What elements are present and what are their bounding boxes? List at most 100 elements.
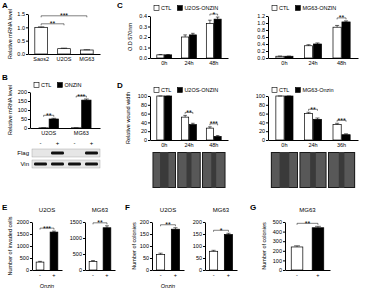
wound-cells-left <box>300 153 310 187</box>
tick-label: 1.2 <box>257 13 265 19</box>
y-axis: 0.00.10.20.30.4 <box>139 13 150 61</box>
tick-label: MG63 <box>79 56 94 62</box>
tick-label: 0h <box>161 142 167 148</box>
bar <box>182 37 189 58</box>
y-tick: 0.1 <box>139 45 150 51</box>
bar <box>189 35 196 58</box>
x-axis-line <box>33 270 63 271</box>
tick-label: 0.8 <box>257 27 265 33</box>
error-bar <box>216 135 220 137</box>
significance-label: *** <box>60 12 68 19</box>
error-bar <box>306 45 310 46</box>
tick-label: 0 <box>26 267 29 273</box>
tick-mark <box>266 122 268 123</box>
tick-label: 20 <box>141 128 147 134</box>
tick-label: 48h <box>209 60 218 66</box>
bar <box>36 262 44 270</box>
error-bar <box>166 54 170 55</box>
error-bar <box>173 228 177 229</box>
tick-label: 500 <box>273 219 282 225</box>
y-axis-title: O.D 570nm <box>127 23 133 52</box>
tick-mark <box>148 27 150 28</box>
legend-label: MG63-ONZIN <box>302 5 336 11</box>
tick-label: 100 <box>18 107 27 113</box>
y-tick: 0.4 <box>257 41 268 47</box>
error-bar <box>159 54 163 55</box>
tick-label: 0 <box>144 137 147 143</box>
y-tick: 1000 <box>70 235 85 241</box>
y-tick: 0.0 <box>139 55 150 61</box>
tick-label: - <box>296 272 298 278</box>
tick-label: 100 <box>140 243 149 249</box>
error-bar <box>208 20 212 23</box>
error-bar <box>335 25 339 27</box>
x-axis: 0h24h48h <box>151 140 229 148</box>
y-tick: 0.3 <box>139 24 150 30</box>
x-axis: 0h24h48h <box>269 58 359 66</box>
x-tick: 0h <box>161 140 167 148</box>
y-tick: 100 <box>138 93 150 99</box>
panel-chart: 0.00.51.01.5Saos2U2OSMG63Relative mRNA l… <box>2 1 101 62</box>
x-axis-line <box>151 140 229 141</box>
tick-mark <box>148 37 150 38</box>
bar <box>224 234 232 270</box>
x-axis-title: Onzin <box>40 283 54 289</box>
y-tick: 100 <box>18 107 30 113</box>
tick-label: 0.6 <box>257 34 265 40</box>
x-axis: -+ <box>86 270 116 278</box>
y-tick: 50 <box>143 255 152 261</box>
tick-mark <box>203 234 205 235</box>
x-axis: 0h24h48h <box>151 58 229 66</box>
tick-mark <box>266 37 268 38</box>
significance: *** <box>40 225 54 232</box>
significance: ** <box>337 14 346 21</box>
tick-label: 1000 <box>17 243 29 249</box>
wound-cells-right <box>344 153 354 187</box>
tick-label: 50 <box>196 255 202 261</box>
chart-title: U2OS <box>160 207 176 213</box>
significance: *** <box>210 120 218 127</box>
tick-mark <box>266 105 268 106</box>
panel-chart: 0204060801000h24h48hRelative wound width… <box>117 81 229 188</box>
error-bar <box>226 233 230 234</box>
wound-gap <box>160 152 168 188</box>
legend-item: CTL <box>154 5 171 11</box>
tick-label: - <box>39 272 41 278</box>
y-tick: 0 <box>24 125 30 131</box>
y-axis-line <box>32 223 33 271</box>
tick-label: 1500 <box>17 231 29 237</box>
bar <box>49 119 58 128</box>
y-tick: 0.0 <box>257 55 268 61</box>
x-axis: U2OSMG63 <box>31 128 101 136</box>
wound-cells-right <box>191 153 199 187</box>
significance: ** <box>44 112 54 119</box>
tick-label: 24h <box>184 60 193 66</box>
y-axis-line <box>268 17 269 59</box>
panel-label: A <box>2 1 8 10</box>
error-bar <box>91 260 95 262</box>
x-tick: MG63 <box>74 128 89 136</box>
tick-label: 0 <box>262 137 265 143</box>
y-tick: 1500 <box>17 231 32 237</box>
bar <box>89 261 97 270</box>
error-bar <box>315 226 321 227</box>
panel-chart: 050100150200U2OSMG63Relative mRNA levelB… <box>2 73 101 168</box>
y-axis-title: Relative mRNA level <box>7 85 13 135</box>
legend-item: ONZIN <box>57 82 81 88</box>
y-tick: 150 <box>193 231 205 237</box>
y-axis: 020406080100 <box>256 93 269 143</box>
panel-chart: 0500100015002000-+Number of invaded cell… <box>2 203 63 289</box>
wound-images <box>271 152 355 188</box>
tick-label: 24h <box>184 142 193 148</box>
tick-label: 80 <box>141 102 147 108</box>
tick-label: 36h <box>337 142 346 148</box>
tick-label: 200 <box>273 248 282 254</box>
legend-label: MG63-Onzin <box>302 87 333 93</box>
bar <box>333 125 341 140</box>
tick-label: 0.5 <box>17 38 25 44</box>
tick-mark <box>148 131 150 132</box>
significance-label: * <box>220 227 223 234</box>
y-tick: 500 <box>273 219 285 225</box>
wound-gap <box>187 152 192 188</box>
tick-mark <box>283 241 285 242</box>
